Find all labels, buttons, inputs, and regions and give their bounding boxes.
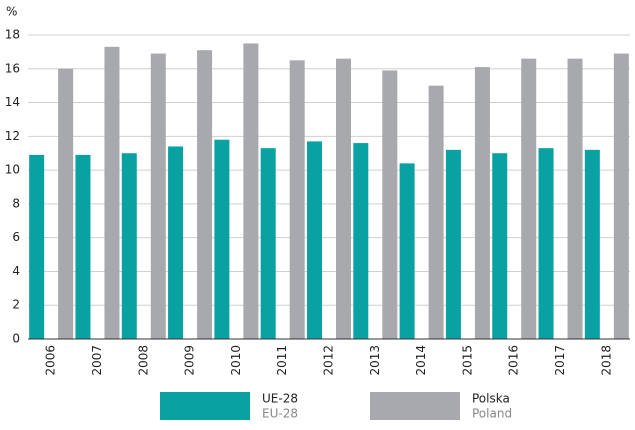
legend-label: Polska: [472, 392, 510, 406]
y-tick-label: 8: [12, 196, 20, 210]
bar: [538, 148, 554, 339]
x-tick-label: 2009: [183, 345, 197, 376]
y-tick-label: 4: [12, 264, 20, 278]
y-tick-label: 10: [5, 163, 20, 177]
x-tick-label: 2010: [229, 345, 243, 376]
bar: [104, 46, 120, 339]
bar: [492, 153, 508, 339]
bar: [521, 58, 537, 340]
y-tick-label: 6: [12, 230, 20, 244]
bar: [75, 154, 91, 339]
x-tick-label: 2006: [44, 345, 58, 376]
bar: [445, 149, 461, 339]
x-tick-label: 2014: [414, 345, 428, 376]
y-tick-label: 12: [5, 129, 20, 143]
legend-swatch: [370, 392, 460, 420]
y-tick-label: 14: [5, 95, 20, 109]
x-tick-label: 2013: [368, 345, 382, 376]
bar: [214, 139, 230, 339]
y-tick-label: 0: [12, 332, 20, 346]
bar: [168, 146, 184, 339]
x-tick-label: 2008: [136, 345, 150, 376]
bar: [121, 153, 137, 339]
bar: [307, 141, 322, 339]
bar: [613, 53, 629, 339]
y-axis-label: %: [6, 5, 17, 19]
x-tick-label: 2012: [322, 345, 336, 376]
bar: [58, 68, 74, 340]
bar: [382, 70, 398, 339]
bar: [289, 60, 305, 339]
bar: [197, 50, 213, 339]
x-tick-label: 2015: [460, 345, 474, 376]
y-tick-label: 16: [5, 61, 20, 75]
x-tick-label: 2007: [90, 345, 104, 376]
bar: [150, 53, 166, 339]
x-tick-label: 2011: [275, 345, 289, 376]
x-tick-label: 2017: [553, 345, 567, 376]
bar: [29, 154, 45, 339]
y-tick-label: 18: [5, 28, 20, 42]
x-tick-label: 2016: [507, 345, 521, 376]
bar: [567, 58, 583, 340]
bar: [260, 148, 276, 339]
bar: [399, 163, 415, 339]
bar: [336, 58, 351, 340]
legend-label-en: Poland: [472, 407, 512, 421]
y-tick-label: 2: [12, 298, 20, 312]
legend-swatch: [160, 392, 250, 420]
bar: [353, 143, 369, 339]
bar: [428, 85, 444, 340]
x-tick-label: 2018: [599, 345, 613, 376]
legend-label-en: EU-28: [262, 407, 298, 421]
legend-label: UE-28: [262, 392, 298, 406]
bar: [474, 67, 490, 339]
bar: [243, 43, 259, 339]
bar: [584, 149, 600, 339]
